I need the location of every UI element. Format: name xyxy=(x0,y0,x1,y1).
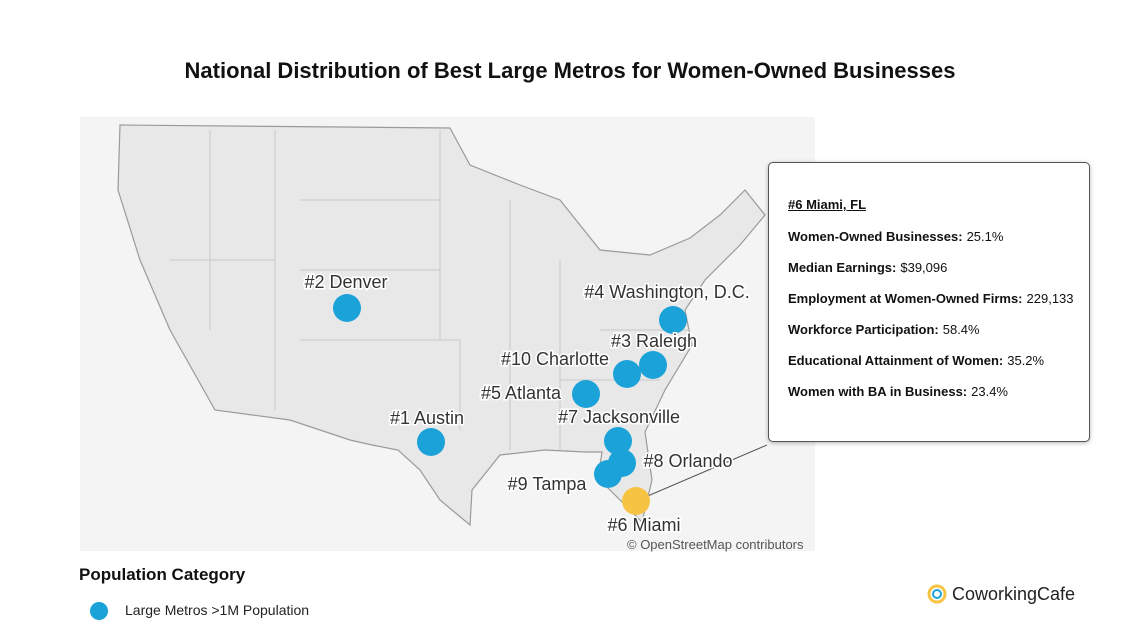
attribution: © OpenStreetMap contributors xyxy=(627,537,804,552)
city-marker[interactable] xyxy=(622,487,650,515)
row-label: Women-Owned Businesses: xyxy=(788,229,963,244)
city-label: #5 Atlanta xyxy=(481,383,562,403)
tooltip-rows: Women-Owned Businesses: 25.1% Median Earni… xyxy=(788,229,1089,400)
city-label: #10 Charlotte xyxy=(501,349,609,369)
city-marker[interactable] xyxy=(417,428,445,456)
row-value: $39,096 xyxy=(900,260,948,275)
city-label: #8 Orlando xyxy=(643,451,732,471)
city-label: #1 Austin xyxy=(390,408,464,428)
city-marker[interactable] xyxy=(572,380,600,408)
tooltip: #6 Miami, FL Women-Owned Businesses: 25.1… xyxy=(768,162,1090,442)
row-label: Employment at Women-Owned Firms: xyxy=(788,291,1023,306)
row-label: Educational Attainment of Women: xyxy=(788,353,1004,368)
state-borders xyxy=(170,130,690,450)
row-value: 58.4% xyxy=(942,322,980,337)
legend-label: Large Metros >1M Population xyxy=(125,602,310,618)
row-label: Median Earnings: xyxy=(788,260,897,275)
city-label: #6 Miami xyxy=(607,515,680,535)
tooltip-row: Educational Attainment of Women: 35.2% xyxy=(788,353,1089,369)
city-marker[interactable] xyxy=(659,306,687,334)
markers: #2 Denver #4 Washington, D.C.#3 Raleigh#1… xyxy=(303,270,751,536)
brand: CoworkingCafe xyxy=(952,584,1076,604)
row-value: 229,133 xyxy=(1026,291,1074,306)
city-label: #2 Denver xyxy=(304,272,387,292)
city-marker[interactable] xyxy=(333,294,361,322)
row-value: 35.2% xyxy=(1007,353,1045,368)
city-label: #3 Raleigh xyxy=(611,331,697,351)
city-marker[interactable] xyxy=(604,427,632,455)
legend-title: Population Category xyxy=(79,565,246,584)
tooltip-row: Women with BA in Business: 23.4% xyxy=(788,384,1089,400)
city-label: #4 Washington, D.C. xyxy=(584,282,749,302)
city-marker[interactable] xyxy=(639,351,667,379)
row-label: Women with BA in Business: xyxy=(788,384,968,399)
tooltip-row: Women-Owned Businesses: 25.1% xyxy=(788,229,1089,245)
tooltip-title: #6 Miami, FL xyxy=(788,197,867,212)
tooltip-row: Median Earnings: $39,096 xyxy=(788,260,1089,276)
city-marker[interactable] xyxy=(594,460,622,488)
row-label: Workforce Participation: xyxy=(788,322,939,337)
tooltip-row: Employment at Women-Owned Firms: 229,133 xyxy=(788,291,1089,307)
city-label: #9 Tampa xyxy=(508,474,588,494)
city-marker[interactable] xyxy=(613,360,641,388)
tooltip-row: Workforce Participation: 58.4% xyxy=(788,322,1089,338)
city-label: #7 Jacksonville xyxy=(558,407,680,427)
brand-logo-inner xyxy=(932,589,942,599)
legend-swatch xyxy=(90,602,108,620)
brand-logo xyxy=(927,584,947,604)
title: National Distribution of Best Large Metr… xyxy=(184,58,956,83)
row-value: 23.4% xyxy=(971,384,1008,399)
tooltip-connector xyxy=(635,444,768,502)
row-value: 25.1% xyxy=(966,229,1004,244)
